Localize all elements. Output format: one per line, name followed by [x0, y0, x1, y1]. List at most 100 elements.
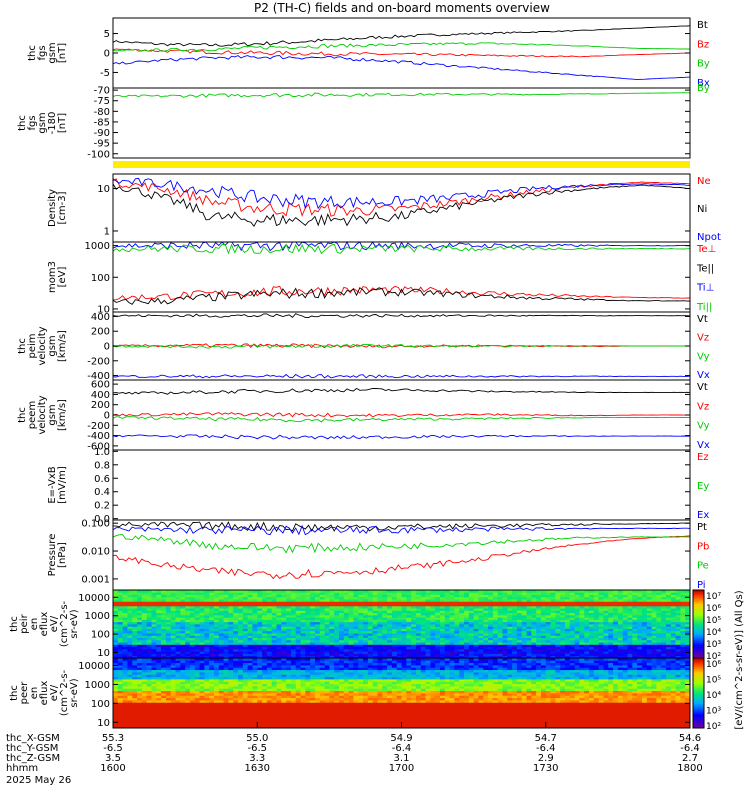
heatmap-cell [113, 644, 119, 648]
heatmap-cell [257, 714, 263, 717]
heatmap-cell [396, 644, 402, 648]
heatmap-cell [589, 648, 595, 652]
y-axis-label: E=-VxB [47, 466, 58, 503]
heatmap-cell [189, 619, 196, 623]
heatmap-cell [608, 619, 614, 623]
heatmap-cell [449, 711, 455, 715]
heatmap-cell [213, 646, 220, 650]
heatmap-cell [401, 716, 407, 720]
heatmap-cell [531, 605, 537, 609]
heatmap-cell [242, 725, 249, 729]
heatmap-cell [617, 592, 624, 595]
heatmap-cell [252, 619, 258, 623]
heatmap-cell [161, 716, 167, 720]
heatmap-cell [459, 603, 465, 607]
heatmap-cell [516, 610, 523, 614]
heatmap-cell [180, 642, 186, 645]
heatmap-cell [141, 590, 148, 593]
heatmap-cell [358, 723, 364, 727]
heatmap-cell [132, 601, 138, 604]
heatmap-cell [213, 723, 220, 727]
heatmap-cell [550, 707, 556, 710]
heatmap-cell [387, 648, 393, 652]
heatmap-cell [310, 711, 316, 715]
heatmap-cell [324, 594, 330, 598]
heatmap-cell [295, 635, 301, 638]
heatmap-cell [521, 718, 527, 722]
heatmap-cell [334, 605, 340, 609]
heatmap-cell [353, 603, 359, 607]
heatmap-cell [358, 628, 364, 632]
heatmap-cell [512, 626, 518, 629]
heatmap-cell [478, 626, 484, 629]
heatmap-cell [262, 596, 268, 600]
heatmap-cell [468, 621, 475, 625]
heatmap-cell [589, 621, 595, 625]
y-axis-label: gsm [37, 112, 48, 133]
heatmap-cell [343, 648, 350, 652]
heatmap-cell [670, 621, 676, 625]
heatmap-cell [478, 635, 484, 638]
heatmap-cell [478, 704, 484, 708]
heatmap-cell [257, 718, 263, 722]
heatmap-cell [680, 592, 686, 595]
heatmap-cell [252, 716, 258, 720]
heatmap-cell [387, 626, 393, 629]
y-axis-label: [nT] [57, 113, 68, 133]
heatmap-cell [257, 646, 263, 650]
heatmap-cell [382, 603, 388, 607]
heatmap-cell [113, 608, 119, 611]
heatmap-cell [127, 707, 133, 710]
heatmap-cell [406, 639, 412, 643]
heatmap-cell [435, 617, 441, 620]
heatmap-cell [387, 725, 393, 729]
heatmap-cell [132, 630, 138, 634]
heatmap-cell [507, 617, 513, 620]
heatmap-cell [680, 725, 686, 729]
heatmap-cell [262, 628, 268, 632]
heatmap-cell [449, 635, 455, 638]
heatmap-cell [406, 626, 412, 629]
heatmap-cell [540, 721, 547, 724]
heatmap-cell [661, 721, 667, 724]
heatmap-cell [137, 617, 143, 620]
heatmap-cell [122, 628, 128, 632]
heatmap-cell [415, 644, 422, 648]
heatmap-cell [161, 626, 167, 629]
heatmap-cell [598, 596, 604, 600]
heatmap-cell [502, 608, 508, 611]
heatmap-cell [151, 714, 157, 717]
heatmap-cell [189, 646, 196, 650]
heatmap-cell [382, 621, 388, 625]
heatmap-cell [598, 709, 604, 713]
heatmap-cell [526, 612, 532, 616]
heatmap-cell [579, 648, 585, 652]
heatmap-cell [531, 592, 537, 595]
heatmap-cell [637, 655, 643, 659]
heatmap-cell [132, 619, 138, 623]
heatmap-cell [122, 612, 128, 616]
y-tick-label: 10 [97, 184, 110, 195]
heatmap-cell [685, 711, 691, 715]
heatmap-cell [377, 594, 383, 598]
heatmap-cell [661, 608, 667, 611]
heatmap-cell [675, 608, 681, 611]
heatmap-cell [516, 639, 523, 643]
heatmap-cell [584, 644, 590, 648]
heatmap-cell [574, 655, 580, 659]
heatmap-cell [444, 651, 450, 654]
heatmap-cell [622, 635, 628, 638]
heatmap-cell [113, 718, 119, 722]
heatmap-cell [305, 610, 311, 614]
heatmap-cell [170, 718, 176, 722]
heatmap-cell [488, 637, 494, 641]
heatmap-cell [367, 714, 374, 717]
heatmap-cell [540, 707, 547, 710]
heatmap-cell [310, 626, 316, 629]
heatmap-cell [459, 630, 465, 634]
heatmap-cell [483, 646, 489, 650]
heatmap-cell [396, 635, 402, 638]
heatmap-cell [324, 651, 330, 654]
heatmap-cell [415, 639, 422, 643]
heatmap-cell [343, 709, 350, 713]
